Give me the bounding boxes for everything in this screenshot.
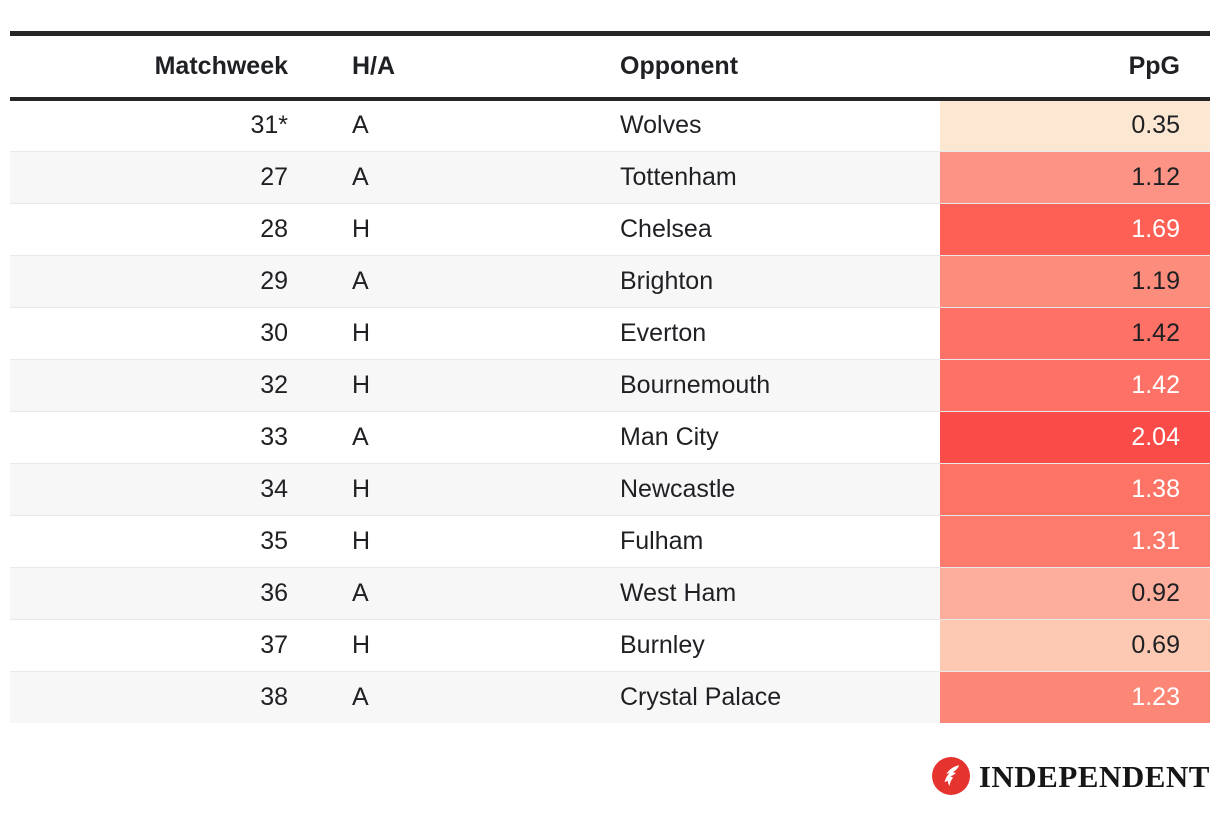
- matchweek-cell: 33: [10, 410, 288, 463]
- ppg-cell: 1.42: [940, 358, 1210, 411]
- opponent-cell: Everton: [620, 306, 940, 359]
- table-row: 27 A Tottenham 1.12: [10, 150, 1210, 203]
- ppg-cell: 1.38: [940, 462, 1210, 515]
- ppg-cell: 1.69: [940, 202, 1210, 255]
- ppg-cell: 0.35: [940, 99, 1210, 151]
- table-row: 36 A West Ham 0.92: [10, 566, 1210, 619]
- independent-eagle-icon: [931, 757, 970, 795]
- ppg-cell: 0.69: [940, 618, 1210, 671]
- header-row: Matchweek H/A Opponent PpG: [10, 33, 1210, 101]
- table-row: 38 A Crystal Palace 1.23: [10, 670, 1210, 723]
- ha-cell: A: [288, 670, 620, 723]
- opponent-cell: Wolves: [620, 111, 702, 140]
- table-row: 37 H Burnley 0.69: [10, 618, 1210, 671]
- opponent-cell: Chelsea: [620, 202, 940, 255]
- ha-cell: H: [288, 358, 620, 411]
- ha-cell: H: [288, 618, 620, 671]
- table-row: 28 H Chelsea 1.69: [10, 202, 1210, 255]
- opponent-cell: Crystal Palace: [620, 670, 940, 723]
- ha-cell: H: [288, 202, 620, 255]
- ha-cell: H: [288, 306, 620, 359]
- matchweek-cell: 27: [10, 150, 288, 203]
- opponent-cell: Fulham: [620, 514, 940, 567]
- table-row: 34 H Newcastle 1.38: [10, 462, 1210, 515]
- ha-cell: A: [352, 111, 369, 140]
- matchweek-cell: 38: [10, 670, 288, 723]
- ha-cell: A: [288, 254, 620, 307]
- ppg-cell: 1.12: [940, 150, 1210, 203]
- column-header-matchweek: Matchweek: [10, 33, 288, 101]
- column-header-opponent: Opponent: [620, 33, 940, 101]
- matchweek-cell: 35: [10, 514, 288, 567]
- fixtures-table: Matchweek H/A Opponent PpG 31* A Wolves …: [10, 31, 1210, 723]
- opponent-cell: Brighton: [620, 254, 940, 307]
- matchweek-cell: 31*: [250, 111, 288, 140]
- ppg-cell: 0.92: [940, 566, 1210, 619]
- ha-cell: A: [288, 150, 620, 203]
- column-header-ha: H/A: [288, 33, 620, 101]
- opponent-cell: Burnley: [620, 618, 940, 671]
- opponent-cell: Man City: [620, 410, 940, 463]
- opponent-cell: Tottenham: [620, 150, 940, 203]
- matchweek-cell: 28: [10, 202, 288, 255]
- matchweek-cell: 30: [10, 306, 288, 359]
- ppg-cell: 1.31: [940, 514, 1210, 567]
- table-row: 35 H Fulham 1.31: [10, 514, 1210, 567]
- matchweek-cell: 36: [10, 566, 288, 619]
- column-header-ppg: PpG: [940, 33, 1210, 101]
- matchweek-cell: 29: [10, 254, 288, 307]
- ha-cell: H: [288, 462, 620, 515]
- opponent-cell: West Ham: [620, 566, 940, 619]
- matchweek-cell: 32: [10, 358, 288, 411]
- ppg-cell: 1.42: [940, 306, 1210, 359]
- table-row: 29 A Brighton 1.19: [10, 254, 1210, 307]
- brand-wordmark: INDEPENDENT: [978, 758, 1210, 794]
- table-row: 33 A Man City 2.04: [10, 410, 1210, 463]
- publisher-logo: INDEPENDENT: [931, 757, 1210, 795]
- matchweek-cell: 34: [10, 462, 288, 515]
- matchweek-cell: 37: [10, 618, 288, 671]
- table-body: 31* A Wolves 0.35 27 A Tottenham 1.12 28…: [10, 99, 1210, 723]
- table-header: Matchweek H/A Opponent PpG: [10, 33, 1210, 101]
- table-row: 32 H Bournemouth 1.42: [10, 358, 1210, 411]
- ha-cell: A: [288, 566, 620, 619]
- ppg-cell: 1.19: [940, 254, 1210, 307]
- ha-cell: H: [288, 514, 620, 567]
- ppg-cell: 1.23: [940, 670, 1210, 723]
- opponent-cell: Bournemouth: [620, 358, 940, 411]
- opponent-cell: Newcastle: [620, 462, 940, 515]
- ha-cell: A: [288, 410, 620, 463]
- table-row: 31* A Wolves 0.35: [10, 99, 1210, 151]
- table-row: 30 H Everton 1.42: [10, 306, 1210, 359]
- ppg-cell: 2.04: [940, 410, 1210, 463]
